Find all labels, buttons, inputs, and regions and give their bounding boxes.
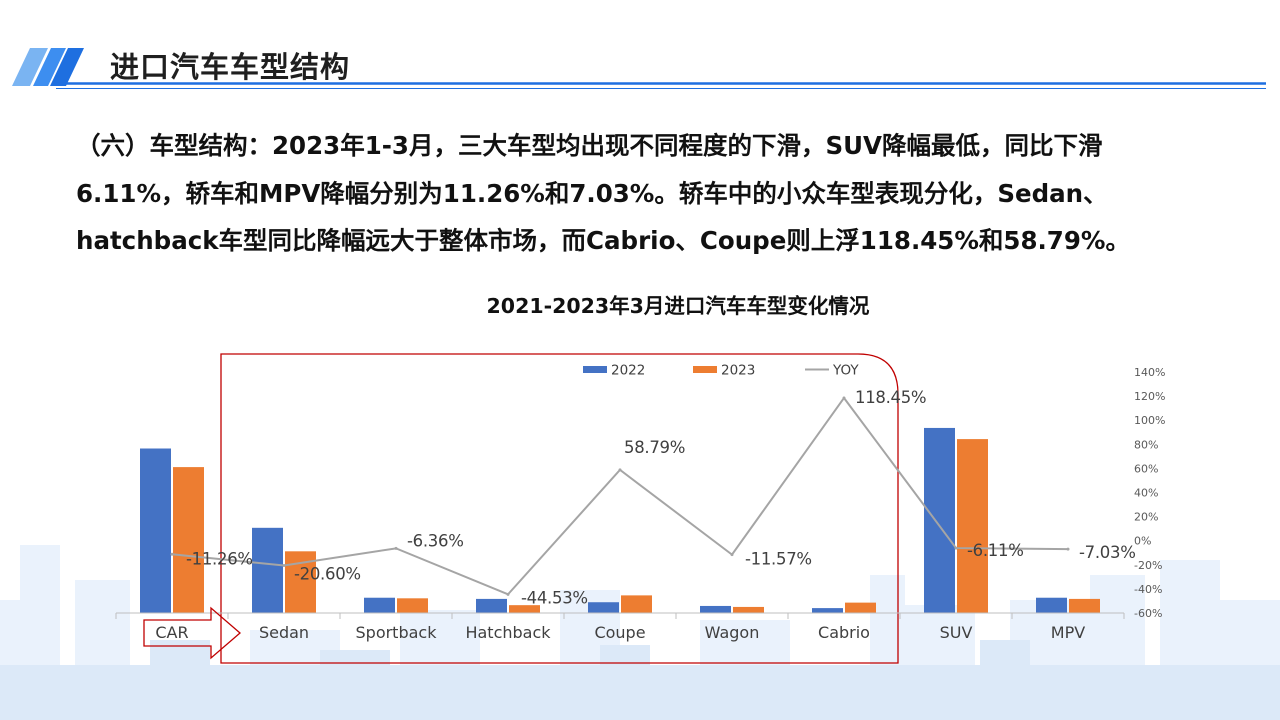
yoy-point-car <box>170 552 174 556</box>
right-axis-tick-label: 20% <box>1134 511 1158 524</box>
yoy-data-label: 58.79% <box>624 438 685 457</box>
legend-label: YOY <box>832 363 859 379</box>
yoy-point-sportback <box>394 546 398 550</box>
highlight-box <box>220 353 899 664</box>
bar-2022-mpv <box>1036 597 1067 613</box>
yoy-data-label: -6.11% <box>967 541 1024 560</box>
yoy-point-sedan <box>282 564 286 568</box>
bar-2022-wagon <box>700 605 731 613</box>
bar-2022-sedan <box>252 527 283 613</box>
x-tick-label: Sportback <box>356 623 438 642</box>
header-stripe-icon <box>50 48 84 86</box>
x-tick-label: MPV <box>1051 623 1085 642</box>
yoy-data-label: -11.57% <box>745 550 812 569</box>
right-axis-tick-label: 140% <box>1134 366 1165 379</box>
bar-2022-coupe <box>588 602 619 613</box>
paragraph-line: （六）车型结构：2023年1-3月，三大车型均出现不同程度的下滑，SUV降幅最低… <box>76 131 1103 160</box>
yoy-data-label: -7.03% <box>1079 543 1136 562</box>
legend-label: 2023 <box>721 363 755 379</box>
paragraph-line: hatchback车型同比降幅远大于整体市场，而Cabrio、Coupe则上浮1… <box>76 226 1130 255</box>
bar-2023-wagon <box>733 606 764 613</box>
right-axis-tick-label: -60% <box>1134 607 1162 620</box>
bar-2022-suv <box>924 427 955 613</box>
yoy-data-label: -44.53% <box>521 588 588 607</box>
legend-swatch-2023 <box>693 366 717 373</box>
legend-swatch-2022 <box>583 366 607 373</box>
slide-header: 进口汽车车型结构 <box>0 0 1280 100</box>
yoy-point-hatchback <box>506 592 510 596</box>
description-paragraph: （六）车型结构：2023年1-3月，三大车型均出现不同程度的下滑，SUV降幅最低… <box>76 122 1236 265</box>
yoy-data-label: 118.45% <box>855 388 926 407</box>
callout-arrow <box>143 606 241 660</box>
x-tick-label: CAR <box>155 623 188 642</box>
right-axis-tick-label: -40% <box>1134 583 1162 596</box>
right-axis-tick-label: 40% <box>1134 487 1158 500</box>
bar-2023-hatchback <box>509 605 540 613</box>
right-axis-tick-label: 80% <box>1134 438 1158 451</box>
right-axis-tick-label: 100% <box>1134 414 1165 427</box>
chart-title: 2021-2023年3月进口汽车车型变化情况 <box>486 294 870 318</box>
x-tick-label: Wagon <box>705 623 760 642</box>
bar-2022-hatchback <box>476 598 507 613</box>
x-tick-label: SUV <box>940 623 973 642</box>
yoy-point-suv <box>954 546 958 550</box>
x-tick-label: Hatchback <box>465 623 551 642</box>
bar-2023-car <box>173 467 204 613</box>
page-title: 进口汽车车型结构 <box>110 50 351 84</box>
yoy-point-cabrio <box>842 396 846 400</box>
yoy-data-label: -20.60% <box>294 565 361 584</box>
yoy-data-label: -11.26% <box>186 549 253 568</box>
header-stripe-icon <box>12 48 48 86</box>
bar-2023-mpv <box>1069 598 1100 613</box>
right-axis-tick-label: -20% <box>1134 559 1162 572</box>
yoy-point-coupe <box>618 468 622 472</box>
bar-2023-cabrio <box>845 602 876 613</box>
header-decoration <box>12 48 1266 89</box>
x-tick-label: Sedan <box>259 623 309 642</box>
legend-label: 2022 <box>611 363 645 379</box>
bar-2023-coupe <box>621 595 652 613</box>
yoy-point-mpv <box>1066 547 1070 551</box>
yoy-point-wagon <box>730 553 734 557</box>
x-tick-label: Coupe <box>594 623 645 642</box>
combo-chart: CAR Sedan Sportback Hatchback Coupe Wagon Cabr… <box>115 353 1165 664</box>
right-axis-tick-label: 0% <box>1134 535 1151 548</box>
right-axis-tick-label: 60% <box>1134 462 1158 475</box>
bar-2022-sportback <box>364 597 395 613</box>
x-tick-label: Cabrio <box>818 623 870 642</box>
yoy-data-label: -6.36% <box>407 531 464 550</box>
bar-2023-suv <box>957 439 988 613</box>
right-axis-tick-label: 120% <box>1134 390 1165 403</box>
paragraph-line: 6.11%，轿车和MPV降幅分别为11.26%和7.03%。轿车中的小众车型表现… <box>76 178 1108 208</box>
bar-2023-sportback <box>397 598 428 613</box>
bar-2022-car <box>140 448 171 613</box>
bar-2022-cabrio <box>812 608 843 613</box>
header-stripe-icon <box>33 48 66 86</box>
